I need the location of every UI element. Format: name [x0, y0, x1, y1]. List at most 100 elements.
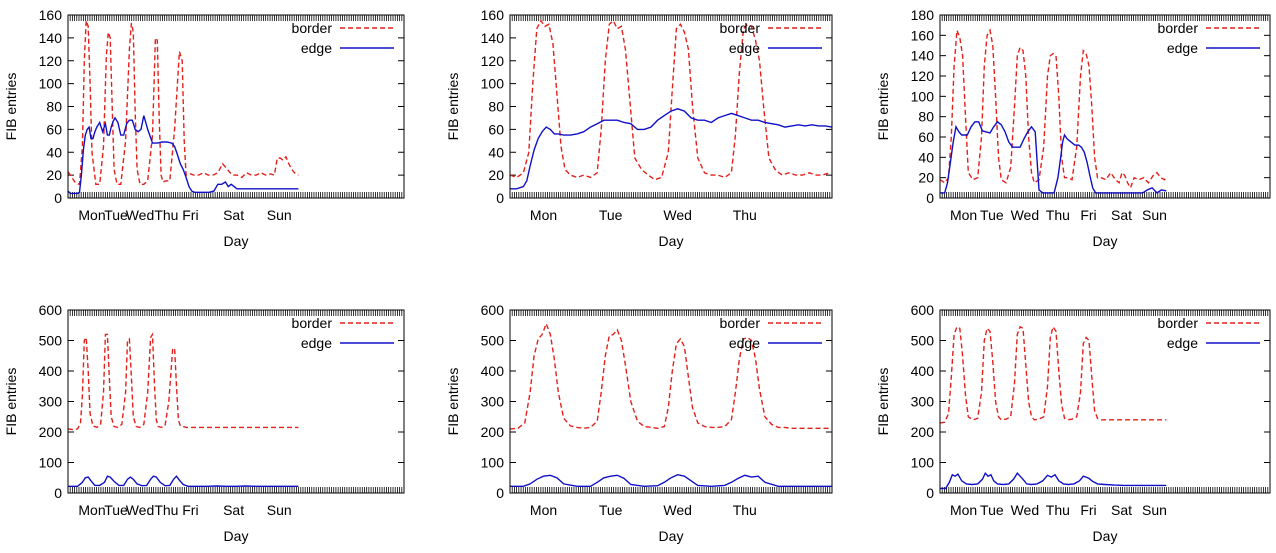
series-line-edge — [510, 108, 833, 190]
x-tick-label: Wed — [126, 207, 155, 223]
legend: border edge — [292, 20, 394, 56]
x-tick-label: Mon — [950, 502, 977, 518]
y-tick-label: 100 — [481, 76, 505, 92]
x-tick-label: Sat — [223, 502, 244, 518]
minor-ticks — [509, 15, 833, 198]
legend-label-border: border — [292, 315, 333, 331]
x-tick-label: Sat — [223, 207, 244, 223]
y-tick-label: 400 — [481, 363, 505, 379]
y-axis-label: FIB entries — [445, 73, 461, 141]
y-tick-label: 60 — [46, 121, 62, 137]
y-tick-label: 0 — [496, 485, 504, 501]
y-axis-label: FIB entries — [875, 368, 891, 436]
plot-frame — [67, 14, 405, 199]
series-line-border — [67, 332, 299, 431]
legend: border edge — [720, 315, 822, 351]
chart-panel-2: 0 20 40 60 80 100 120 140 160 Mon Tue Wed Thu Day FIB … — [445, 7, 833, 249]
legend-label-border: border — [1158, 20, 1199, 36]
chart-panel-5: 0 100 200 300 400 500 600 Mon Tue Wed Thu Day FIB en… — [445, 302, 833, 544]
legend-label-border: border — [292, 20, 333, 36]
y-tick-label: 200 — [39, 424, 63, 440]
y-tick-label: 200 — [911, 424, 935, 440]
y-tick-label: 0 — [54, 190, 62, 206]
x-tick-label: Thu — [154, 207, 178, 223]
y-tick-label: 0 — [926, 485, 934, 501]
x-tick-label: Wed — [663, 207, 692, 223]
y-tick-label: 600 — [911, 302, 935, 318]
x-tick-label: Wed — [1011, 207, 1040, 223]
y-tick-label: 100 — [481, 455, 505, 471]
x-tick-label: Tue — [104, 502, 128, 518]
legend: border edge — [292, 315, 394, 351]
legend-label-edge: edge — [1167, 335, 1198, 351]
y-tick-label: 300 — [911, 394, 935, 410]
y-tick-label: 140 — [481, 30, 505, 46]
y-tick-label: 140 — [39, 30, 63, 46]
series-line-edge — [68, 475, 299, 487]
y-tick-label: 120 — [911, 68, 935, 84]
x-tick-label: Thu — [154, 502, 178, 518]
x-tick-label: Sun — [1142, 207, 1167, 223]
y-tick-label: 120 — [481, 53, 505, 69]
legend-label-border: border — [720, 315, 761, 331]
x-tick-label: Tue — [599, 502, 623, 518]
y-tick-label: 80 — [488, 99, 504, 115]
x-tick-label: Tue — [980, 207, 1004, 223]
y-tick-label: 0 — [54, 485, 62, 501]
x-axis-label: Day — [224, 233, 249, 249]
y-axis-label: FIB entries — [875, 73, 891, 141]
y-tick-label: 40 — [918, 149, 934, 165]
plot-frame — [509, 309, 833, 494]
legend-label-edge: edge — [1167, 40, 1198, 56]
x-axis-label: Day — [659, 528, 684, 544]
x-tick-label: Sun — [1142, 502, 1167, 518]
x-tick-label: Wed — [126, 502, 155, 518]
series-line-edge — [940, 120, 1167, 194]
x-axis-label: Day — [1093, 233, 1118, 249]
y-tick-label: 120 — [39, 53, 63, 69]
y-tick-label: 20 — [46, 167, 62, 183]
legend-label-edge: edge — [301, 40, 332, 56]
y-axis-label: FIB entries — [3, 73, 19, 141]
y-tick-label: 0 — [496, 190, 504, 206]
minor-ticks — [509, 310, 833, 493]
x-tick-label: Wed — [1011, 502, 1040, 518]
x-axis-label: Day — [659, 233, 684, 249]
plot-frame — [939, 309, 1271, 494]
y-axis-label: FIB entries — [445, 368, 461, 436]
y-tick-label: 300 — [481, 394, 505, 410]
series-line-border — [939, 325, 1167, 424]
x-tick-label: Tue — [104, 207, 128, 223]
y-tick-label: 100 — [911, 88, 935, 104]
series-line-edge — [510, 473, 832, 488]
y-axis-label: FIB entries — [3, 368, 19, 436]
y-tick-label: 500 — [39, 333, 63, 349]
minor-ticks — [67, 310, 405, 493]
y-tick-label: 0 — [926, 190, 934, 206]
chart-panel-6: 0 100 200 300 400 500 600 Mon Tue Wed Thu Fri Sat Sun… — [875, 302, 1271, 544]
y-tick-label: 100 — [911, 455, 935, 471]
series-line-border — [67, 20, 299, 186]
plot-frame — [509, 14, 833, 199]
y-tick-label: 20 — [918, 170, 934, 186]
series-line-edge — [67, 115, 299, 195]
plot-frame — [939, 14, 1271, 199]
minor-ticks — [67, 15, 405, 198]
y-tick-label: 600 — [481, 302, 505, 318]
y-tick-label: 500 — [911, 333, 935, 349]
x-axis-label: Day — [224, 528, 249, 544]
x-tick-label: Fri — [1080, 502, 1096, 518]
y-tick-label: 20 — [488, 167, 504, 183]
x-tick-label: Fri — [1080, 207, 1096, 223]
chart-panel-3: 0 20 40 60 80 100 120 140 160 180 Mon Tue Wed Thu Fri S… — [875, 7, 1271, 249]
x-tick-label: Tue — [980, 502, 1004, 518]
plot-frame — [67, 309, 405, 494]
x-tick-label: Thu — [733, 207, 757, 223]
series-line-border — [939, 28, 1167, 190]
y-tick-label: 100 — [39, 76, 63, 92]
x-tick-label: Tue — [599, 207, 623, 223]
